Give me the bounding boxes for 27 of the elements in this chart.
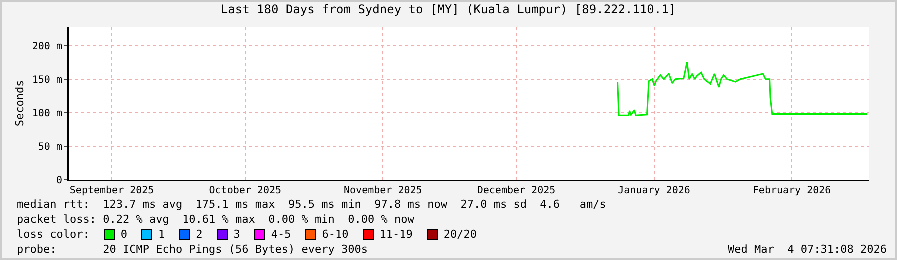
y-axis-title: Seconds	[13, 80, 26, 127]
legend-label: 6-10	[322, 228, 349, 241]
legend-label: 4-5	[271, 228, 292, 241]
legend-label: 20/20	[444, 228, 477, 241]
text: packet loss: 0.22 % avg 10.61 % max 0.00 % min 0.00 % now	[17, 213, 414, 226]
legend-label: 11-19	[380, 228, 413, 241]
legend-title: loss color:	[17, 228, 90, 241]
x-tick-label: February 2026	[752, 186, 832, 196]
text: probe: 20 ICMP Echo Pings (56 Bytes) every 300s	[17, 243, 368, 256]
text: median rtt: 123.7 ms avg 175.1 ms max 95.5 ms min 97.8 ms now 27.0 ms sd 4.6 am/s	[17, 198, 606, 211]
x-tick-label: December 2025	[477, 186, 556, 196]
legend-label: 0	[120, 228, 128, 241]
text: Wed Mar 4 07:31:08 2026	[728, 243, 887, 256]
x-tick-label: September 2025	[70, 186, 154, 196]
legend-label: 3	[234, 228, 240, 241]
y-tick-label: 200 m	[32, 41, 62, 52]
legend-label: 2	[196, 228, 203, 241]
line-series	[617, 62, 868, 116]
x-tick-label: January 2026	[618, 186, 690, 196]
y-tick-label: 50 m	[38, 142, 62, 153]
y-tick-label: 0	[56, 176, 62, 186]
y-tick-label: 100 m	[32, 108, 62, 120]
legend-label: 1	[158, 228, 166, 241]
x-tick-label: November 2025	[344, 186, 422, 196]
x-tick-label: October 2025	[209, 186, 282, 196]
chart-title: Last 180 Days from Sydney to [MY] (Kuala Lumpur) [89.222.110.1]	[220, 2, 676, 16]
y-tick-label: 150 m	[32, 74, 62, 86]
